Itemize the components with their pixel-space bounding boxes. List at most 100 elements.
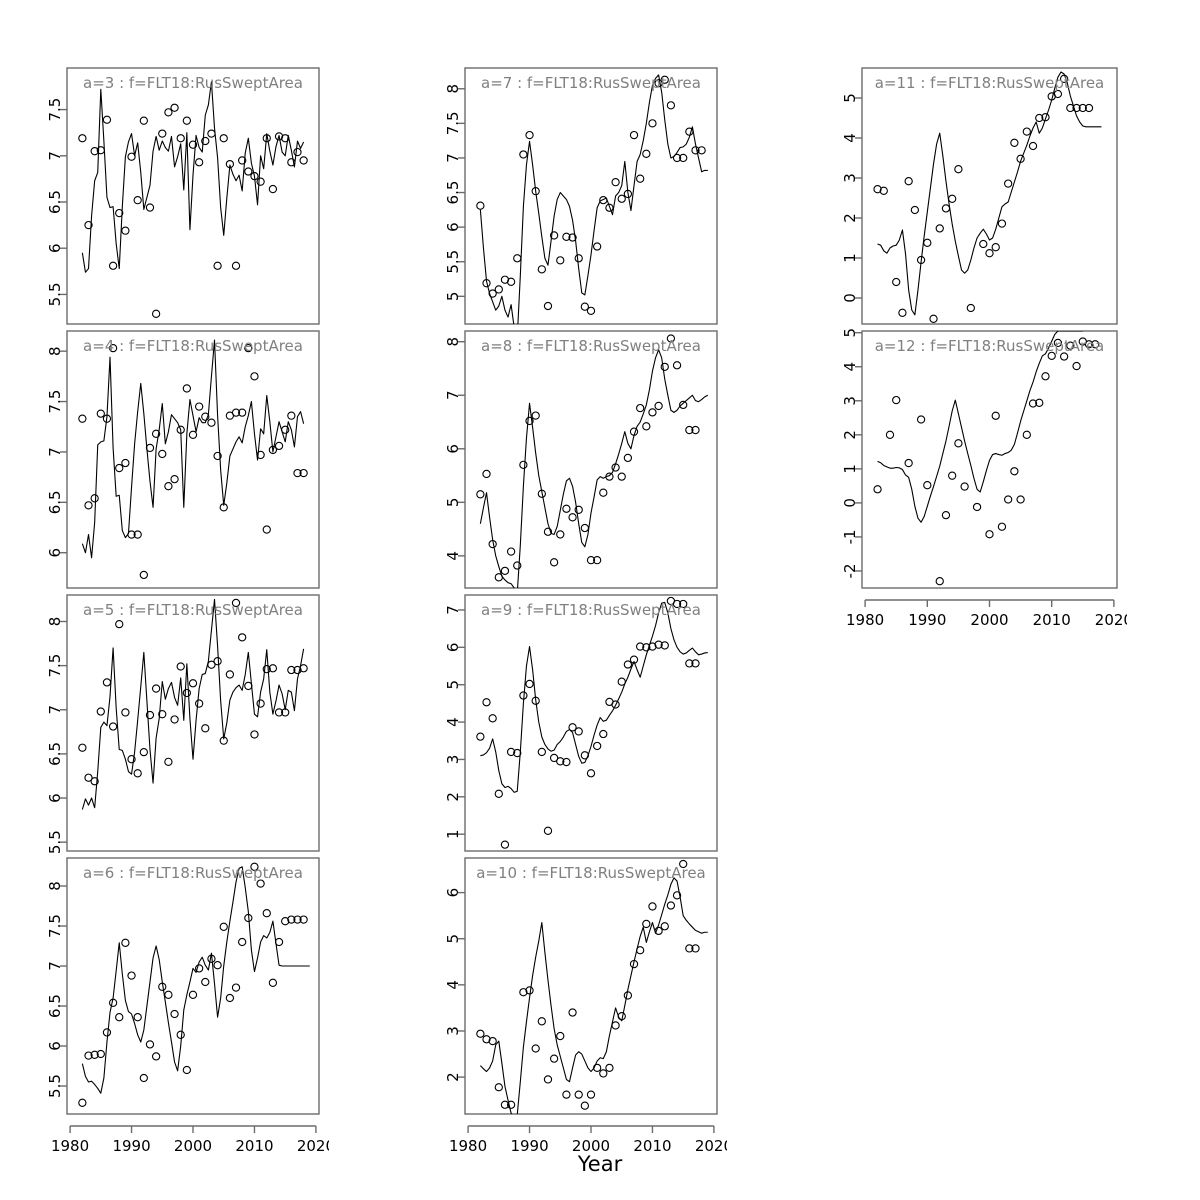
y-tick-label: 5 [444, 934, 462, 944]
data-point [954, 165, 963, 174]
data-layer [78, 862, 310, 1107]
panel-title: a=11 : f=FLT18:RusSweptArea [875, 74, 1105, 92]
y-tick-label: 7 [444, 390, 462, 400]
chart-panel-a6: 5.5 6 6.5 7 7.5 8 1980 1990 2000 2010 2020 a=6 : f=… [11, 850, 329, 1160]
data-point [592, 242, 602, 251]
y-tick-label: 5.5 [46, 830, 64, 854]
data-point [274, 132, 284, 141]
chart-panel-a12: -2 -1 0 1 2 3 4 5 1980 1990 2000 2010 2020 a=12 : f=F… [806, 323, 1127, 634]
plot-frame [464, 857, 718, 1115]
data-point [256, 177, 265, 186]
x-tick-label: 1990 [908, 611, 946, 629]
data-point [494, 1083, 503, 1092]
data-point [164, 108, 173, 117]
data-point [133, 769, 142, 778]
fitted-line [480, 601, 708, 793]
y-axis: 2 3 4 5 6 [444, 888, 465, 1082]
data-point [96, 1049, 105, 1059]
data-point [568, 233, 577, 242]
data-point [151, 1052, 161, 1061]
data-point [250, 372, 259, 381]
y-tick-label: 1 [841, 464, 859, 474]
data-point [506, 277, 516, 286]
data-point [648, 408, 657, 417]
data-point [586, 306, 596, 315]
data-point [506, 1100, 516, 1109]
figure-xlabel: Year [577, 1152, 623, 1176]
data-point [182, 688, 191, 698]
data-point [500, 1100, 510, 1109]
data-point [201, 724, 210, 733]
data-point [102, 678, 112, 687]
data-point [108, 343, 118, 353]
data-point [580, 523, 589, 533]
data-point [1066, 341, 1075, 350]
data-point [506, 747, 516, 757]
data-point [549, 1054, 559, 1063]
y-axis: 4 5 6 7 8 [444, 337, 465, 561]
data-point [250, 730, 259, 739]
data-point [188, 430, 198, 439]
y-tick-label: 4 [841, 133, 859, 143]
data-point [543, 527, 553, 536]
data-point [1084, 340, 1094, 349]
data-point [84, 501, 93, 510]
data-point [574, 254, 583, 263]
data-point [1053, 338, 1063, 348]
data-point [991, 243, 1000, 252]
data-point [170, 474, 179, 484]
x-tick-label: 2000 [572, 1137, 610, 1155]
data-point [685, 659, 694, 668]
plot-frame [464, 67, 718, 325]
data-point [954, 439, 963, 448]
panel-title: a=3 : f=FLT18:RusSweptArea [83, 74, 303, 92]
data-point [1035, 398, 1044, 407]
data-point [1035, 113, 1044, 123]
data-point [293, 147, 302, 157]
data-point [672, 891, 682, 900]
data-point [293, 915, 302, 924]
plot-frame [66, 330, 320, 589]
data-point [568, 1008, 577, 1017]
data-point [164, 990, 173, 999]
panel-title: a=6 : f=FLT18:RusSweptArea [83, 864, 303, 882]
data-point [201, 412, 210, 421]
fitted-line [479, 877, 708, 1114]
y-tick-label: 7 [444, 153, 462, 163]
y-tick-label: 8 [444, 84, 462, 94]
data-point [262, 665, 271, 674]
data-point [102, 1028, 112, 1037]
data-point [194, 402, 204, 411]
data-point [562, 504, 571, 513]
data-point [513, 561, 522, 570]
data-point [948, 471, 957, 480]
data-point [997, 219, 1007, 228]
data-point [287, 665, 296, 675]
data-layer [476, 859, 708, 1114]
data-point [592, 556, 602, 565]
data-point [102, 115, 112, 124]
data-point [923, 481, 932, 490]
data-point [562, 757, 571, 767]
data-point [642, 422, 651, 431]
fitted-line [81, 339, 305, 559]
data-point [636, 642, 645, 651]
data-point [176, 662, 185, 671]
data-point [231, 598, 241, 608]
data-point [121, 226, 130, 235]
y-tick-label: 5 [444, 292, 462, 302]
x-tick-label: 2020 [297, 1137, 329, 1155]
data-point [642, 643, 651, 652]
data-layer [476, 334, 709, 588]
y-tick-label: 8 [46, 881, 64, 891]
data-point [170, 1009, 179, 1019]
data-layer [873, 331, 1100, 586]
data-point [164, 482, 173, 491]
data-point [916, 415, 926, 424]
data-point [574, 1090, 583, 1099]
data-point [562, 1090, 571, 1099]
y-tick-label: 6 [46, 1041, 64, 1051]
x-tick-label: 2010 [1033, 611, 1071, 629]
data-point [274, 441, 284, 451]
data-point [948, 194, 957, 203]
